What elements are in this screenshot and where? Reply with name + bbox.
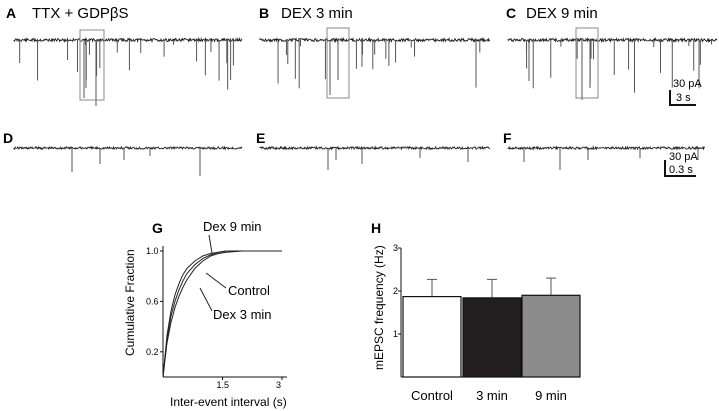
g-series-label-0: Dex 9 min <box>203 219 262 234</box>
trace-f <box>507 145 705 170</box>
h-bar-1 <box>462 297 522 378</box>
chart-cumulative: 0.2 0.6 1.0 1.5 3 Inter-event interval (s) Cum… <box>123 219 287 409</box>
zoom-box-c <box>575 27 599 99</box>
g-series-label-1: Control <box>228 283 270 298</box>
zoom-box-b <box>326 27 350 99</box>
h-bar-0 <box>402 295 462 378</box>
trace-title-c: DEX 9 min <box>526 5 598 22</box>
g-xtick-label-1: 3 <box>276 380 281 390</box>
g-series-label-2: Dex 3 min <box>213 307 272 322</box>
trace-c <box>507 36 718 100</box>
trace-title-a: TTX + GDPβS <box>32 5 129 22</box>
g-xlabel: Inter-event interval (s) <box>170 395 287 409</box>
panel-letter-b: B <box>259 5 269 21</box>
h-ytick-label-0: 1 <box>393 329 398 339</box>
scale-bar-bottom-amplitude: 30 pA <box>669 151 698 163</box>
g-ytick-label-2: 1.0 <box>146 246 159 256</box>
g-ytick-label-1: 0.6 <box>146 296 159 306</box>
h-category-label-1: 3 min <box>476 388 508 403</box>
trace-d <box>13 145 243 176</box>
g-label-leader-0 <box>208 234 213 254</box>
scale-bar-bottom: 30 pA 0.3 s <box>664 151 698 177</box>
panel-letter-e: E <box>256 130 265 146</box>
scale-bar-top-amplitude: 30 pA <box>673 78 702 90</box>
panel-letter-h: H <box>371 220 381 236</box>
h-category-label-0: Control <box>411 388 453 403</box>
g-series-2 <box>162 250 282 378</box>
g-ytick-label-0: 0.2 <box>146 347 159 357</box>
g-ylabel: Cumulative Fraction <box>123 249 137 356</box>
g-xtick-label-0: 1.5 <box>217 380 230 390</box>
panel-letter-d: D <box>3 130 13 146</box>
chart-frequency: 1 2 3 Control 3 min 9 min mEPSC frequency (Hz) <box>372 243 581 403</box>
h-category-label-2: 9 min <box>535 388 567 403</box>
panel-letter-a: A <box>6 5 16 21</box>
scale-bar-top: 30 pA 3 s <box>669 78 702 106</box>
h-ylabel: mEPSC frequency (Hz) <box>372 245 386 370</box>
h-ytick-label-2: 3 <box>393 243 398 253</box>
trace-title-b: DEX 3 min <box>281 5 353 22</box>
scale-bar-bottom-time: 0.3 s <box>669 164 693 176</box>
panel-letter-c: C <box>506 5 516 21</box>
h-ytick-label-1: 2 <box>393 286 398 296</box>
zoom-box-a <box>79 29 105 101</box>
panel-letter-g: G <box>152 220 163 236</box>
scale-bar-top-time: 3 s <box>676 92 691 104</box>
g-label-leader-1 <box>205 272 227 289</box>
trace-b <box>259 36 491 95</box>
trace-e <box>259 145 491 170</box>
h-bar-2 <box>521 294 581 378</box>
panel-letter-f: F <box>503 130 512 146</box>
trace-a <box>13 36 243 106</box>
g-label-leader-2 <box>199 287 213 312</box>
